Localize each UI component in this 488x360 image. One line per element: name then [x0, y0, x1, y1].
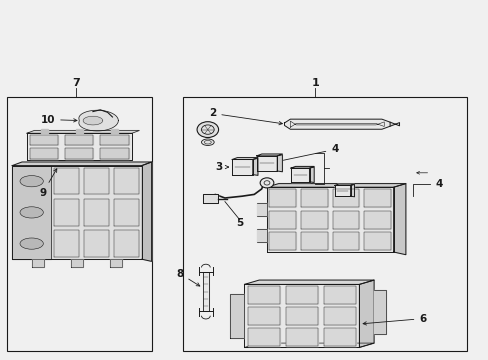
- Polygon shape: [332, 189, 359, 207]
- Text: 1: 1: [311, 78, 319, 88]
- Polygon shape: [83, 116, 102, 125]
- Polygon shape: [12, 166, 51, 259]
- Text: 7: 7: [72, 78, 80, 88]
- Polygon shape: [300, 232, 327, 250]
- Polygon shape: [252, 158, 258, 175]
- Bar: [7, 97, 151, 351]
- Polygon shape: [359, 280, 373, 347]
- Polygon shape: [203, 194, 217, 203]
- Polygon shape: [244, 284, 359, 347]
- Polygon shape: [114, 199, 139, 225]
- Polygon shape: [256, 156, 277, 171]
- Polygon shape: [12, 162, 151, 166]
- Text: 10: 10: [41, 114, 77, 125]
- Polygon shape: [285, 307, 317, 325]
- Polygon shape: [256, 203, 266, 216]
- Polygon shape: [53, 168, 79, 194]
- Polygon shape: [334, 185, 350, 196]
- Polygon shape: [110, 129, 118, 133]
- Polygon shape: [364, 232, 390, 250]
- Polygon shape: [332, 211, 359, 229]
- Polygon shape: [71, 259, 82, 267]
- Polygon shape: [101, 135, 128, 145]
- Polygon shape: [332, 232, 359, 250]
- Polygon shape: [12, 166, 142, 259]
- Polygon shape: [324, 307, 356, 325]
- Polygon shape: [247, 328, 279, 346]
- Polygon shape: [53, 230, 79, 257]
- Bar: [183, 97, 466, 351]
- Polygon shape: [83, 199, 109, 225]
- Polygon shape: [65, 135, 93, 145]
- Polygon shape: [27, 133, 132, 160]
- Ellipse shape: [20, 176, 43, 187]
- Polygon shape: [389, 122, 399, 126]
- Circle shape: [260, 178, 273, 188]
- Text: 2: 2: [209, 108, 282, 125]
- Text: 6: 6: [363, 314, 426, 325]
- Ellipse shape: [20, 207, 43, 218]
- Polygon shape: [284, 119, 389, 129]
- Text: 3: 3: [215, 162, 228, 172]
- Polygon shape: [300, 189, 327, 207]
- Polygon shape: [309, 167, 313, 183]
- Polygon shape: [79, 110, 118, 131]
- Polygon shape: [30, 135, 59, 145]
- Polygon shape: [300, 211, 327, 229]
- Polygon shape: [229, 294, 244, 338]
- Polygon shape: [101, 148, 128, 159]
- Polygon shape: [244, 280, 373, 284]
- Polygon shape: [266, 184, 405, 187]
- Polygon shape: [266, 187, 393, 252]
- Polygon shape: [364, 189, 390, 207]
- Polygon shape: [256, 154, 282, 156]
- Ellipse shape: [201, 139, 214, 145]
- Text: 4: 4: [269, 144, 338, 164]
- Polygon shape: [142, 162, 151, 261]
- Text: 4: 4: [434, 179, 442, 189]
- Polygon shape: [393, 184, 405, 255]
- Text: 9: 9: [40, 169, 57, 198]
- Polygon shape: [32, 259, 44, 267]
- Polygon shape: [277, 155, 282, 172]
- Polygon shape: [268, 211, 295, 229]
- Polygon shape: [324, 286, 356, 304]
- Polygon shape: [334, 184, 354, 185]
- Polygon shape: [114, 230, 139, 257]
- Polygon shape: [364, 211, 390, 229]
- Polygon shape: [285, 328, 317, 346]
- Polygon shape: [268, 189, 295, 207]
- Polygon shape: [65, 148, 93, 159]
- Polygon shape: [110, 259, 122, 267]
- Polygon shape: [290, 166, 313, 168]
- Polygon shape: [350, 185, 354, 197]
- Polygon shape: [27, 131, 139, 133]
- Circle shape: [197, 122, 218, 138]
- Ellipse shape: [20, 238, 43, 249]
- Polygon shape: [203, 272, 208, 311]
- Polygon shape: [75, 129, 83, 133]
- Polygon shape: [324, 328, 356, 346]
- Polygon shape: [244, 343, 373, 347]
- Polygon shape: [232, 159, 252, 175]
- Polygon shape: [83, 168, 109, 194]
- Polygon shape: [30, 148, 59, 159]
- Polygon shape: [83, 230, 109, 257]
- Polygon shape: [247, 286, 279, 304]
- Polygon shape: [268, 232, 295, 250]
- Polygon shape: [114, 168, 139, 194]
- Text: 5: 5: [236, 218, 243, 228]
- Polygon shape: [290, 168, 309, 182]
- Polygon shape: [232, 158, 258, 159]
- Polygon shape: [256, 229, 266, 242]
- Polygon shape: [373, 289, 386, 334]
- Polygon shape: [41, 129, 48, 133]
- Text: 8: 8: [176, 269, 200, 286]
- Polygon shape: [53, 199, 79, 225]
- Polygon shape: [247, 307, 279, 325]
- Polygon shape: [285, 286, 317, 304]
